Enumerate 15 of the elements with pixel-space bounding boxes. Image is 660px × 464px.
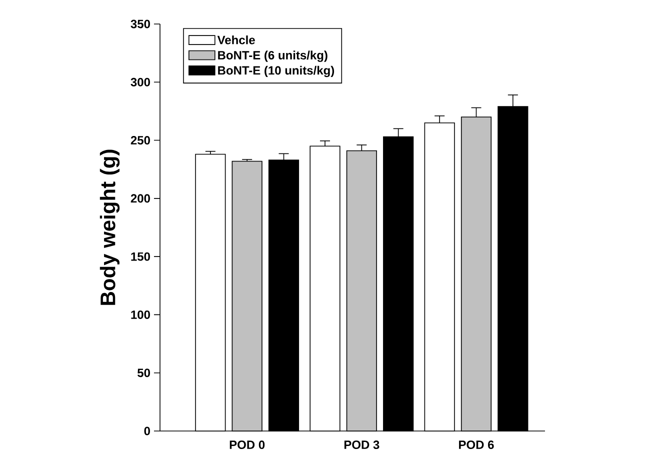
legend-label: BoNT-E (10 units/kg) (218, 66, 334, 78)
legend-label: Vehcle (217, 35, 255, 44)
y-tick-label: 250 (130, 136, 150, 145)
y-axis-title: Body weight (g) (100, 150, 120, 305)
y-tick-label: 150 (131, 252, 150, 261)
legend-label: BoNT-E (6 units/kg) (218, 50, 328, 62)
x-tick-label: POD 6 (459, 440, 494, 450)
y-tick-label: 300 (130, 78, 150, 86)
y-tick-label: 0 (144, 426, 150, 436)
y-tick-label: 50 (138, 368, 150, 378)
y-tick-label: 200 (130, 194, 150, 203)
x-tick-label: POD 0 (230, 440, 265, 450)
y-tick-label: 100 (131, 310, 150, 319)
y-tick-label: 350 (130, 20, 150, 28)
x-tick-label: POD 3 (344, 440, 380, 450)
